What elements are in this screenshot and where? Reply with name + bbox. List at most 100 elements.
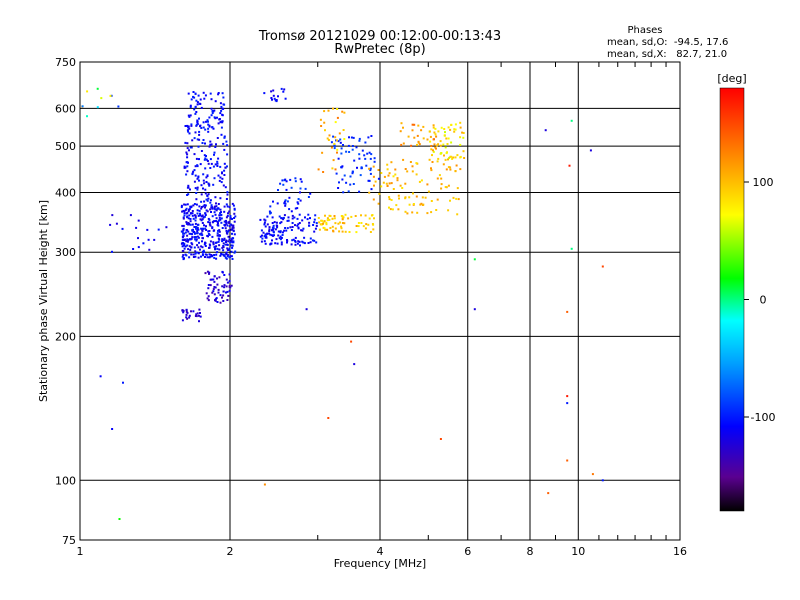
data-point <box>263 223 266 226</box>
data-point <box>182 229 185 232</box>
data-point <box>276 242 279 245</box>
data-point <box>200 184 203 187</box>
data-point <box>226 191 229 194</box>
data-point <box>111 428 114 430</box>
data-point <box>436 177 439 180</box>
data-point <box>419 203 422 206</box>
data-point <box>373 157 376 160</box>
data-point <box>305 308 308 311</box>
data-point <box>181 236 184 239</box>
data-point <box>223 255 226 258</box>
data-point <box>297 240 300 243</box>
data-point <box>362 225 365 228</box>
data-point <box>297 223 300 226</box>
data-point <box>188 214 191 217</box>
data-point <box>335 172 338 175</box>
data-point <box>193 108 196 111</box>
data-point <box>194 255 197 258</box>
data-point <box>212 165 215 168</box>
data-point <box>208 253 211 256</box>
data-point <box>147 238 150 241</box>
data-point <box>226 224 229 227</box>
data-point <box>217 288 220 291</box>
data-point <box>196 177 199 180</box>
data-point <box>447 158 449 161</box>
data-point <box>342 129 345 131</box>
data-point <box>187 210 190 213</box>
data-point <box>213 256 216 259</box>
data-point <box>194 92 197 95</box>
data-point <box>353 363 356 366</box>
data-point <box>201 234 204 237</box>
data-point <box>194 215 197 218</box>
data-point <box>396 177 399 180</box>
data-point <box>299 199 302 202</box>
data-point <box>222 96 225 99</box>
data-point <box>225 239 228 242</box>
data-point <box>204 157 207 160</box>
data-point <box>193 230 196 233</box>
data-point <box>200 106 203 109</box>
data-point <box>299 187 302 190</box>
data-point <box>207 127 210 130</box>
data-point <box>225 253 228 255</box>
data-point <box>194 252 197 255</box>
data-point <box>129 214 132 217</box>
data-point <box>327 417 330 419</box>
data-point <box>314 214 317 217</box>
data-point <box>391 208 394 211</box>
data-point <box>402 158 405 161</box>
data-point <box>341 165 344 168</box>
data-point <box>382 181 385 184</box>
data-point <box>209 167 212 169</box>
data-point <box>315 241 318 244</box>
data-point <box>182 217 185 220</box>
data-point <box>444 131 446 134</box>
data-point <box>341 222 344 224</box>
data-point <box>372 228 375 231</box>
data-point <box>203 224 205 227</box>
data-point <box>322 221 325 224</box>
data-point <box>320 125 323 127</box>
data-point <box>368 191 371 194</box>
data-point <box>434 133 437 136</box>
data-point <box>196 230 199 232</box>
data-point <box>228 286 231 289</box>
data-point <box>378 192 381 195</box>
data-point <box>326 217 329 220</box>
data-point <box>449 168 452 171</box>
data-point <box>328 134 331 137</box>
data-point <box>194 250 197 253</box>
data-point <box>443 154 445 157</box>
data-point <box>231 237 234 240</box>
data-point <box>260 240 263 243</box>
data-point <box>284 202 287 205</box>
data-point <box>304 216 306 219</box>
data-point <box>264 219 267 222</box>
data-point <box>202 179 205 182</box>
data-point <box>445 137 448 140</box>
data-point <box>445 168 448 171</box>
data-point <box>216 283 219 286</box>
data-point <box>211 206 214 209</box>
data-point <box>196 164 199 167</box>
data-point <box>440 126 443 129</box>
data-point <box>272 200 274 203</box>
data-point <box>263 218 266 221</box>
data-point <box>213 151 216 154</box>
data-point <box>194 226 197 228</box>
data-point <box>215 220 217 222</box>
data-point <box>297 202 300 205</box>
data-point <box>205 229 208 231</box>
data-point <box>411 123 414 126</box>
y-tick-label: 75 <box>62 534 76 547</box>
data-point <box>333 145 336 148</box>
data-point <box>213 286 216 288</box>
data-point <box>277 189 279 191</box>
data-points <box>81 87 604 520</box>
data-point <box>377 202 380 205</box>
data-point <box>206 194 209 197</box>
data-point <box>228 238 231 241</box>
data-point <box>407 135 410 138</box>
data-point <box>207 197 210 200</box>
